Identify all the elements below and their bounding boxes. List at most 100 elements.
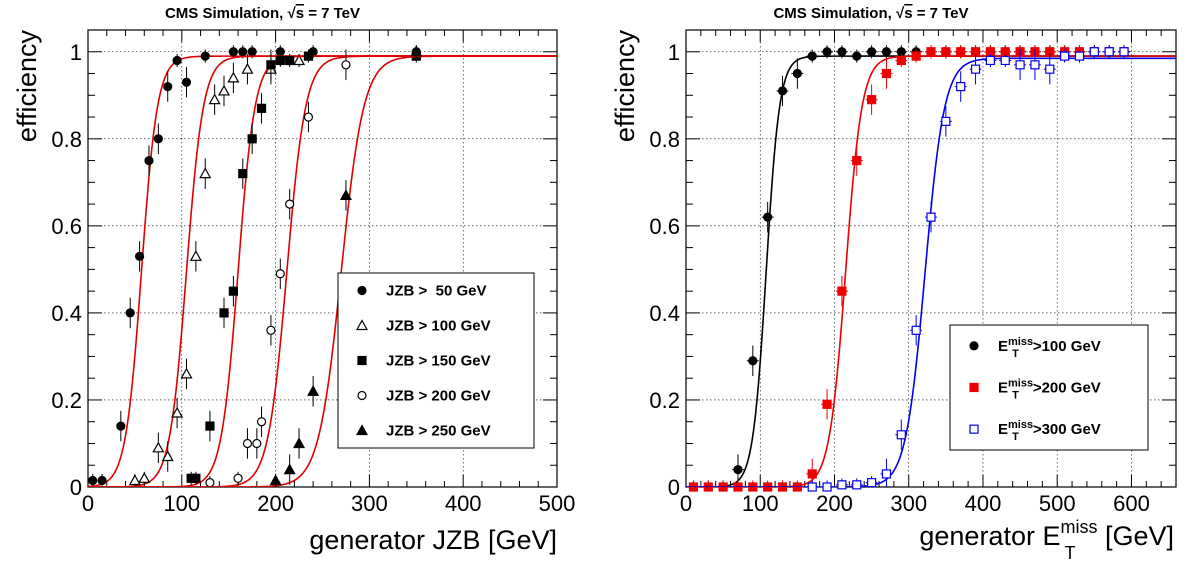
chart-title: CMS Simulation, √s = 7 TeV xyxy=(165,5,360,22)
data-point xyxy=(970,64,981,74)
data-point xyxy=(247,47,257,57)
data-point xyxy=(307,385,320,396)
data-point xyxy=(152,441,165,453)
data-point xyxy=(911,51,921,61)
data-point xyxy=(228,47,238,57)
data-point xyxy=(238,169,248,179)
data-point xyxy=(1045,64,1055,74)
data-point xyxy=(180,367,193,379)
data-point xyxy=(256,103,267,113)
data-point xyxy=(208,93,221,105)
data-point xyxy=(896,430,906,440)
x-tick-label: 300 xyxy=(351,491,388,516)
data-point xyxy=(191,473,201,483)
legend-marker xyxy=(969,382,979,393)
data-point xyxy=(153,134,163,144)
y-axis-label: efficiency xyxy=(610,30,640,143)
data-point xyxy=(256,417,267,427)
data-point xyxy=(285,55,295,66)
x-tick-label: 600 xyxy=(1113,491,1150,516)
legend-marker xyxy=(969,341,979,351)
y-tick-label: 0.2 xyxy=(649,388,680,413)
y-tick-label: 1 xyxy=(668,40,680,65)
legend-label: Emiss T >200 GeV xyxy=(998,378,1101,402)
data-point xyxy=(956,47,966,57)
fit-curve xyxy=(88,55,557,487)
data-point xyxy=(116,421,126,431)
data-point xyxy=(852,480,862,490)
x-tick-label: 200 xyxy=(816,491,853,516)
data-point xyxy=(205,478,215,488)
data-point xyxy=(911,325,921,335)
y-axis-label: efficiency xyxy=(12,30,42,143)
x-tick-label: 400 xyxy=(445,491,482,516)
y-tick-label: 0.8 xyxy=(649,127,680,152)
data-point xyxy=(172,55,182,66)
data-point xyxy=(199,167,212,179)
plot-frame xyxy=(685,29,1177,488)
data-point xyxy=(269,474,282,486)
data-point xyxy=(1119,47,1129,57)
y-tick-label: 0 xyxy=(668,475,680,500)
legend-label: Emiss T >100 GeV xyxy=(998,336,1101,360)
y-tick-label: 0.4 xyxy=(51,301,82,326)
legend-label: JZB > 50 GeV xyxy=(386,283,486,300)
data-point xyxy=(242,438,253,449)
y-tick-label: 0 xyxy=(70,475,82,500)
data-point xyxy=(228,286,238,296)
legend-label: JZB > 100 GeV xyxy=(386,318,491,335)
data-point xyxy=(822,47,832,57)
data-point xyxy=(941,47,951,57)
data-point xyxy=(1030,60,1040,70)
legend: JZB > 50 GeV JZB > 100 GeV JZB > 150 GeV JZ… xyxy=(337,272,535,449)
data-point xyxy=(283,463,296,475)
data-point xyxy=(275,55,285,66)
legend-marker xyxy=(357,285,367,296)
data-point xyxy=(867,478,877,488)
data-point xyxy=(807,482,817,492)
data-point xyxy=(266,325,276,335)
data-point xyxy=(181,77,192,87)
left-panel-jzb-efficiency: CMS Simulation, √s = 7 TeV 0 100 200 300 400 5… xyxy=(12,5,575,555)
data-point xyxy=(807,469,817,479)
data-point xyxy=(867,95,877,105)
y-tick-label: 0.2 xyxy=(51,388,82,413)
x-tick-label: 100 xyxy=(163,491,200,516)
data-point xyxy=(1000,55,1010,66)
data-point xyxy=(956,81,966,92)
data-point xyxy=(200,51,210,61)
data-point xyxy=(926,212,936,222)
data-point xyxy=(238,47,248,57)
legend-label: JZB > 250 GeV xyxy=(386,423,491,440)
data-point xyxy=(763,212,773,222)
legend-marker xyxy=(357,355,367,366)
data-point xyxy=(881,469,892,479)
data-point xyxy=(303,51,314,61)
data-point xyxy=(88,475,98,486)
data-point xyxy=(822,399,832,409)
data-point xyxy=(867,47,877,57)
data-point xyxy=(171,406,184,418)
x-tick-label: 400 xyxy=(965,491,1002,516)
chart-title: CMS Simulation, √s = 7 TeV xyxy=(773,5,968,22)
data-point xyxy=(1074,51,1085,61)
data-point xyxy=(233,473,243,483)
legend-marker xyxy=(357,390,367,401)
x-tick-label: 100 xyxy=(742,491,779,516)
legend-label: Emiss T >300 GeV xyxy=(998,419,1101,443)
data-point xyxy=(285,199,295,209)
x-tick-label: 500 xyxy=(539,491,576,516)
legend-label: JZB > 200 GeV xyxy=(386,388,491,405)
data-point xyxy=(881,68,892,79)
data-point xyxy=(807,51,817,61)
data-point xyxy=(733,464,743,475)
data-point xyxy=(837,47,847,57)
data-point xyxy=(339,189,352,200)
legend: Emiss T >100 GeV Emiss T >200 GeV Emiss T >300 G… xyxy=(949,324,1149,451)
data-point xyxy=(985,55,995,66)
data-point xyxy=(252,438,262,449)
data-point xyxy=(241,62,254,74)
data-point xyxy=(792,68,802,79)
data-point xyxy=(205,421,215,431)
